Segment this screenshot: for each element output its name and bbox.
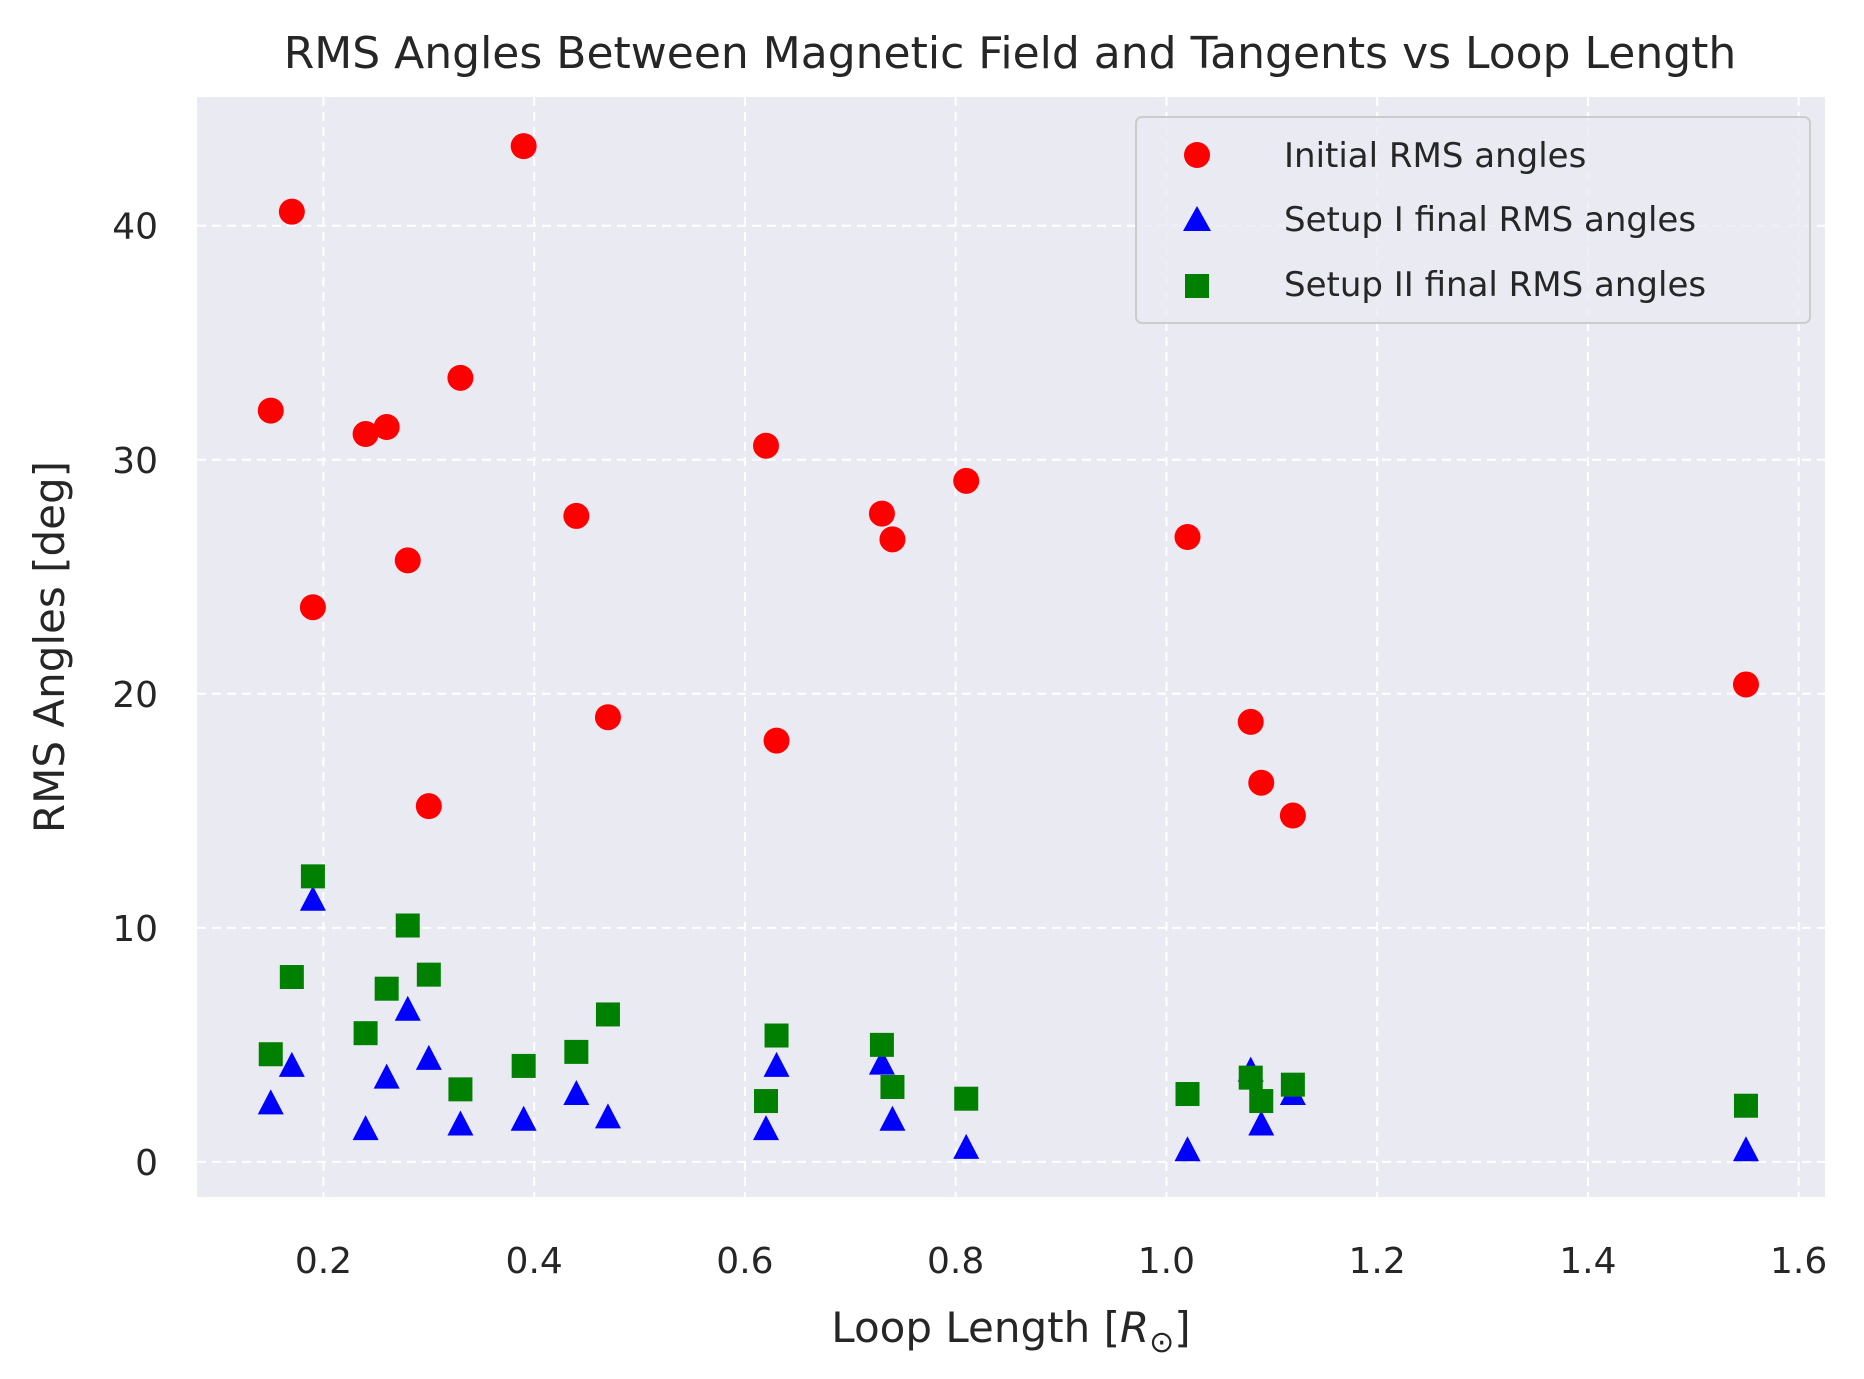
y-tick-label: 40 [112, 207, 158, 248]
data-point-circle [594, 704, 621, 731]
data-point-square [754, 1089, 779, 1114]
data-point-triangle [257, 1089, 284, 1115]
x-tick-label: 1.2 [1349, 1241, 1406, 1282]
data-point-square [880, 1075, 905, 1099]
x-tick-labels: 0.2 0.4 0.6 0.8 1.0 1.2 1.4 1.6 [295, 1241, 1827, 1282]
data-point-square [1238, 1065, 1263, 1090]
x-tick-label: 0.2 [295, 1241, 352, 1282]
data-point-circle [753, 432, 780, 459]
x-tick-label: 1.0 [1138, 1241, 1195, 1282]
data-point-triangle [1174, 1136, 1201, 1162]
x-axis-label-subscript: ⊙ [1149, 1325, 1174, 1360]
data-point-triangle [563, 1080, 590, 1106]
data-point-square [595, 1002, 620, 1027]
y-tick-label: 20 [112, 675, 158, 716]
data-point-circle [868, 500, 895, 527]
data-point-triangle [278, 1051, 305, 1077]
y-tick-label: 0 [135, 1143, 158, 1184]
data-point-circle [1248, 769, 1275, 796]
x-axis-label: Loop Length [R⊙] [831, 1303, 1190, 1360]
data-point-circle [447, 364, 474, 391]
data-point-triangle [299, 885, 326, 911]
data-point-circle [394, 547, 421, 574]
data-point-circle [763, 727, 790, 754]
data-point-triangle [879, 1105, 906, 1131]
data-point-circle [1732, 671, 1759, 698]
data-point-triangle [1248, 1110, 1275, 1136]
data-point-circle [415, 793, 442, 820]
x-tick-label: 1.6 [1770, 1241, 1827, 1282]
data-point-square [564, 1039, 589, 1064]
data-point-square [954, 1086, 979, 1111]
x-axis-label-suffix: ] [1174, 1303, 1190, 1352]
data-point-triangle [415, 1044, 442, 1070]
data-point-circle [299, 594, 326, 621]
x-tick-label: 1.4 [1559, 1241, 1616, 1282]
legend: Initial RMS angles Setup I final RMS ang… [1135, 116, 1811, 324]
data-point-circle [373, 414, 400, 440]
data-point-square [764, 1023, 789, 1048]
y-tick-labels: 0 10 20 30 40 [112, 207, 158, 1184]
data-point-circle [510, 133, 537, 160]
x-tick-label: 0.8 [927, 1241, 984, 1282]
data-point-triangle [510, 1105, 537, 1131]
data-point-square [869, 1032, 894, 1057]
data-point-square [300, 864, 325, 889]
x-axis-label-prefix: Loop Length [ [831, 1303, 1120, 1352]
y-tick-label: 10 [112, 909, 158, 950]
data-point-square [448, 1077, 473, 1102]
data-point-circle [257, 397, 284, 424]
legend-label-setup-ii: Setup II final RMS angles [1284, 265, 1706, 305]
data-point-circle [563, 502, 590, 529]
data-point-square [374, 976, 399, 1001]
data-point-circle [953, 467, 980, 494]
x-tick-label: 0.6 [716, 1241, 773, 1282]
data-point-circle [1174, 524, 1201, 550]
data-point-square [353, 1021, 378, 1046]
data-point-circle [1237, 708, 1264, 735]
data-point-triangle [594, 1103, 621, 1129]
data-point-square [511, 1053, 536, 1078]
data-point-triangle [373, 1063, 400, 1089]
data-point-square [1249, 1089, 1274, 1114]
data-point-square [395, 913, 420, 938]
legend-label-initial: Initial RMS angles [1284, 136, 1586, 176]
x-tick-label: 0.4 [506, 1241, 563, 1282]
data-point-triangle [763, 1051, 790, 1077]
data-point-triangle [447, 1110, 474, 1136]
data-point-triangle [394, 995, 421, 1021]
data-point-square [279, 965, 304, 989]
y-tick-label: 30 [112, 441, 158, 482]
data-point-triangle [753, 1115, 780, 1141]
data-point-circle [352, 421, 379, 448]
legend-marker-setup-ii [1185, 274, 1209, 298]
data-point-triangle [352, 1115, 379, 1141]
x-axis-label-symbol: R [1120, 1303, 1149, 1352]
data-marks [257, 133, 1759, 1162]
data-point-square [416, 962, 441, 987]
chart-title: RMS Angles Between Magnetic Field and Ta… [284, 28, 1737, 79]
data-point-circle [1279, 802, 1306, 829]
data-point-square [1280, 1072, 1305, 1097]
legend-box [1135, 116, 1811, 324]
y-axis-label: RMS Angles [deg] [25, 461, 74, 833]
legend-marker-initial [1184, 142, 1210, 168]
data-point-circle [278, 198, 305, 225]
data-point-square [1175, 1082, 1200, 1107]
data-point-triangle [953, 1133, 980, 1159]
data-point-square [258, 1042, 283, 1067]
data-point-triangle [1732, 1136, 1759, 1162]
legend-marker-setup-i [1183, 206, 1211, 231]
data-point-square [1733, 1093, 1758, 1118]
data-point-circle [879, 526, 906, 553]
data-point-triangle [868, 1049, 895, 1075]
legend-label-setup-i: Setup I final RMS angles [1284, 200, 1696, 240]
